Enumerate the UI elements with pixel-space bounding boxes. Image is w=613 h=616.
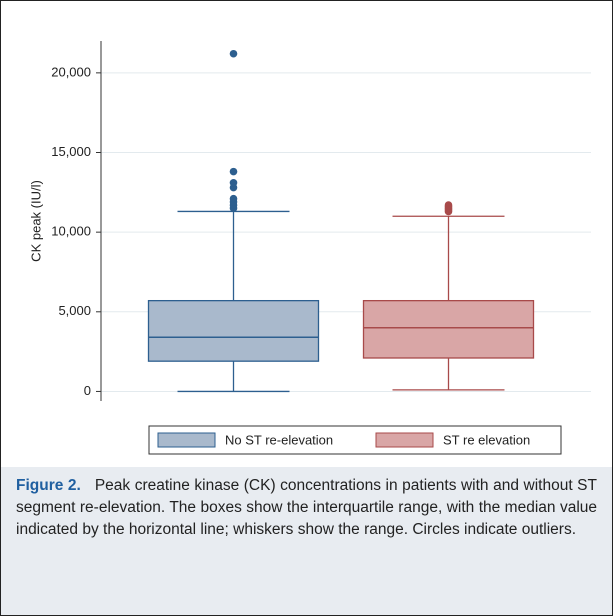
y-tick-label: 10,000 <box>51 224 91 239</box>
y-tick-label: 20,000 <box>51 64 91 79</box>
box <box>147 299 320 362</box>
caption-text: Peak creatine kinase (CK) concentrations… <box>16 477 597 538</box>
box <box>362 299 535 359</box>
outlier <box>229 49 238 58</box>
caption: Figure 2. Peak creatine kinase (CK) conce… <box>1 467 612 615</box>
outlier <box>229 167 238 176</box>
chart: CK peak (IU/l) 0 5,000 10,000 15,000 20,000 N… <box>28 41 591 455</box>
legend-swatch <box>375 432 434 448</box>
outlier <box>229 194 238 203</box>
legend-label: ST re elevation <box>443 432 530 447</box>
outlier <box>229 178 238 187</box>
y-axis-title: CK peak (IU/l) <box>28 180 43 262</box>
outlier <box>444 201 453 209</box>
caption-label: Figure 2. <box>16 477 81 494</box>
y-tick-label: 15,000 <box>51 144 91 159</box>
legend-box <box>148 425 562 455</box>
y-tick-label: 0 <box>84 383 91 398</box>
legend-label: No ST re-elevation <box>225 432 333 447</box>
y-tick-label: 5,000 <box>58 303 91 318</box>
legend-swatch <box>157 432 216 448</box>
